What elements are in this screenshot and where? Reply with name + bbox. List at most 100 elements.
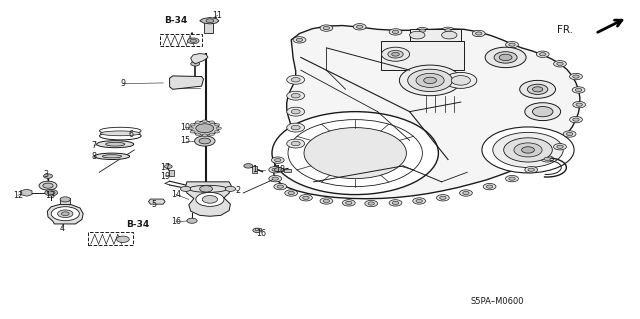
Circle shape	[416, 199, 422, 203]
Circle shape	[51, 207, 79, 221]
Circle shape	[191, 121, 219, 135]
Circle shape	[476, 32, 482, 35]
Circle shape	[554, 144, 566, 150]
Text: 8: 8	[92, 152, 97, 161]
Circle shape	[541, 156, 554, 162]
Circle shape	[570, 73, 582, 80]
Circle shape	[209, 133, 214, 136]
Circle shape	[566, 132, 573, 136]
Circle shape	[202, 120, 207, 122]
Circle shape	[188, 127, 193, 130]
Circle shape	[525, 167, 538, 173]
Polygon shape	[148, 199, 165, 204]
Bar	[60, 198, 70, 204]
Circle shape	[291, 125, 300, 130]
Circle shape	[216, 127, 221, 130]
Circle shape	[572, 87, 585, 93]
Circle shape	[544, 157, 550, 160]
Text: 10: 10	[180, 123, 191, 132]
Circle shape	[277, 185, 284, 188]
Circle shape	[445, 72, 477, 88]
Ellipse shape	[102, 155, 122, 158]
Bar	[169, 170, 174, 176]
Circle shape	[392, 30, 399, 33]
Circle shape	[190, 130, 195, 133]
Circle shape	[116, 236, 129, 242]
Circle shape	[269, 167, 282, 173]
Bar	[255, 228, 261, 230]
Circle shape	[202, 134, 207, 137]
Circle shape	[214, 123, 220, 126]
Bar	[381, 41, 464, 70]
Circle shape	[509, 43, 515, 46]
Circle shape	[320, 198, 333, 204]
Text: 2: 2	[236, 186, 241, 195]
Circle shape	[272, 112, 438, 195]
Circle shape	[389, 29, 402, 35]
Ellipse shape	[100, 132, 141, 140]
Circle shape	[442, 31, 457, 39]
Circle shape	[296, 38, 303, 41]
Text: 11: 11	[212, 11, 223, 20]
Circle shape	[486, 185, 493, 188]
Bar	[252, 166, 257, 173]
Circle shape	[573, 118, 579, 121]
Circle shape	[47, 191, 55, 195]
Circle shape	[485, 47, 526, 68]
Circle shape	[196, 124, 214, 133]
Circle shape	[424, 77, 436, 84]
Circle shape	[303, 196, 309, 199]
Circle shape	[381, 47, 410, 61]
Text: 6: 6	[129, 130, 134, 139]
Text: 15: 15	[180, 137, 191, 145]
Circle shape	[388, 50, 403, 58]
Ellipse shape	[106, 142, 125, 146]
Circle shape	[365, 200, 378, 207]
Circle shape	[392, 52, 399, 56]
Text: 5: 5	[151, 200, 156, 209]
Circle shape	[494, 52, 517, 63]
Circle shape	[442, 27, 454, 33]
Circle shape	[445, 29, 451, 32]
Text: 3: 3	[44, 170, 49, 179]
Circle shape	[506, 175, 518, 182]
Polygon shape	[274, 26, 580, 199]
Circle shape	[39, 181, 57, 190]
Circle shape	[58, 210, 73, 218]
Circle shape	[514, 143, 542, 157]
Circle shape	[291, 141, 300, 146]
Circle shape	[274, 183, 287, 190]
Circle shape	[272, 177, 278, 180]
Circle shape	[195, 136, 215, 146]
Circle shape	[214, 130, 220, 133]
Circle shape	[244, 164, 253, 168]
Circle shape	[271, 157, 284, 163]
Circle shape	[188, 38, 199, 44]
Circle shape	[368, 202, 374, 205]
Ellipse shape	[100, 131, 140, 136]
Circle shape	[472, 30, 485, 37]
Circle shape	[200, 186, 212, 192]
Circle shape	[554, 61, 566, 67]
Text: S5PA–M0600: S5PA–M0600	[470, 297, 524, 306]
Circle shape	[60, 197, 70, 202]
Text: 18: 18	[275, 165, 285, 174]
Ellipse shape	[189, 185, 227, 192]
Circle shape	[532, 87, 543, 92]
Circle shape	[287, 123, 305, 132]
Circle shape	[399, 65, 461, 96]
Circle shape	[463, 191, 469, 195]
Circle shape	[293, 37, 306, 43]
Text: 16: 16	[171, 217, 181, 226]
Text: 19: 19	[160, 172, 170, 181]
Circle shape	[275, 159, 281, 162]
Circle shape	[323, 199, 330, 203]
Circle shape	[291, 109, 300, 114]
Circle shape	[180, 186, 191, 191]
Circle shape	[272, 168, 278, 171]
Circle shape	[61, 212, 69, 216]
Circle shape	[413, 198, 426, 204]
Circle shape	[483, 183, 496, 190]
Circle shape	[392, 201, 399, 204]
Text: 7: 7	[92, 141, 97, 150]
